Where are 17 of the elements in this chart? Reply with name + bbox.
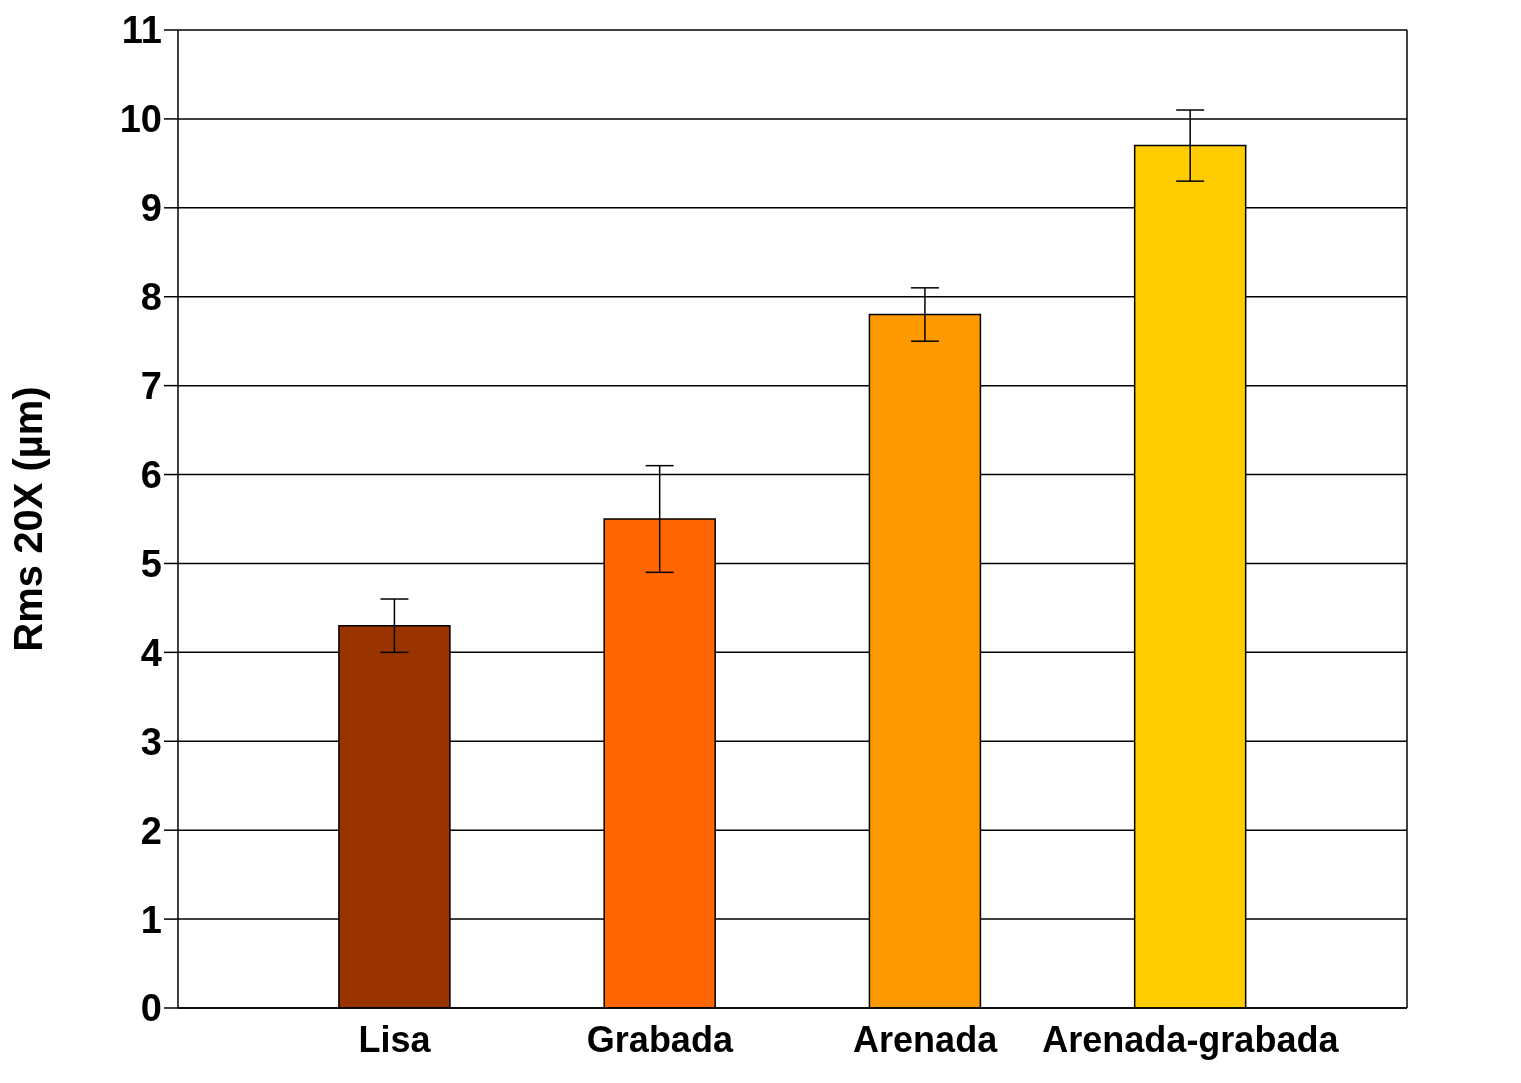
x-tick-label: Lisa (358, 1018, 432, 1060)
y-tick-label: 1 (140, 898, 162, 941)
y-tick-label: 7 (140, 365, 162, 408)
y-tick-label: 9 (140, 187, 162, 230)
y-tick-label: 0 (140, 987, 162, 1030)
y-tick-label: 10 (119, 98, 162, 141)
y-tick-label: 5 (140, 542, 162, 585)
y-tick-label: 6 (140, 454, 162, 497)
y-tick-label: 8 (140, 276, 162, 319)
y-tick-label: 3 (140, 720, 162, 763)
y-tick-label: 2 (140, 809, 162, 852)
y-axis-title: Rms 20X (µm) (6, 386, 51, 652)
x-tick-label: Arenada (853, 1018, 999, 1060)
y-tick-label: 4 (140, 631, 162, 674)
x-tick-label: Grabada (586, 1018, 734, 1060)
y-tick-label: 11 (121, 9, 162, 52)
x-tick-label: Arenada-grabada (1042, 1018, 1340, 1060)
